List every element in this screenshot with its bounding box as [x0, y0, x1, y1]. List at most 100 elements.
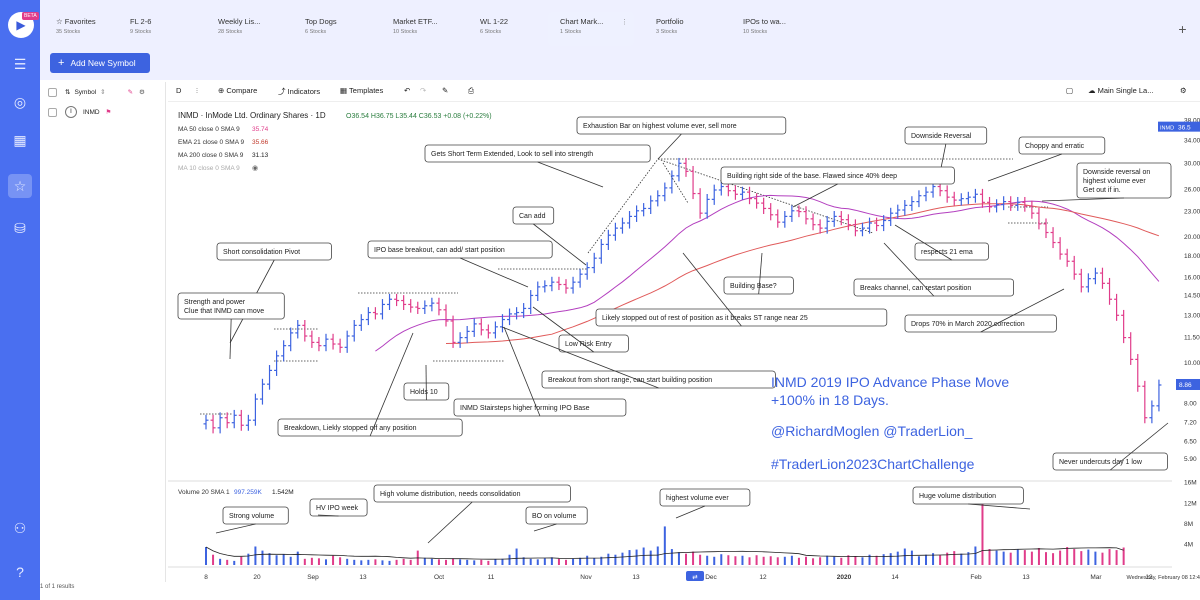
- watchlist-header: ⇅ Symbol ⇕ ✎ ⚙: [40, 82, 166, 102]
- user-icon[interactable]: ⚇: [13, 519, 27, 536]
- volume-bar: [247, 553, 250, 565]
- annotation-can-add: [512, 206, 555, 225]
- volume-bar: [480, 559, 483, 565]
- annotation-can-add-pointer: [533, 223, 587, 266]
- legend-ma-value: 35.74: [252, 126, 269, 133]
- volume-bar: [656, 546, 659, 565]
- grid-icon[interactable]: ▦: [13, 131, 27, 148]
- annotation-extended-text: Gets Short Term Extended, Look to sell i…: [431, 151, 593, 158]
- legend-ma-label: EMA 21 close 0 SMA 9: [178, 139, 245, 146]
- time-tick-label: 20: [253, 574, 261, 581]
- time-tick-label: Mar: [1090, 574, 1102, 581]
- save-icon[interactable]: ⎙: [468, 86, 474, 95]
- tab-item[interactable]: ☆ Favorites 35 Stocks: [44, 12, 114, 46]
- annotation-stairsteps-pointer: [503, 326, 541, 417]
- annotation-can-add-text: Can add: [519, 213, 546, 220]
- volume-bar: [685, 553, 687, 565]
- help-icon[interactable]: ?: [16, 564, 24, 580]
- sort-arrow-icon[interactable]: ⇕: [100, 89, 106, 96]
- volume-bar: [445, 559, 447, 565]
- volume-bar: [1066, 547, 1069, 565]
- overlay-handles: @RichardMoglen @TraderLion_: [771, 423, 973, 439]
- legend-ma-value: 31.13: [252, 152, 269, 159]
- annotation-breakdown-text: Breakdown, Liekly stopped off any positi…: [284, 425, 417, 432]
- add-symbol-label: Add New Symbol: [70, 58, 136, 68]
- layout-button[interactable]: ☁ Main Single La...: [1088, 86, 1153, 95]
- price-chart[interactable]: Exhaustion Bar on highest volume ever, s…: [168, 103, 1200, 583]
- volume-bar: [974, 546, 977, 565]
- watchlist-tabs: ☆ Favorites 35 Stocks FL 2-6 9 Stocks Weekly…: [40, 12, 1200, 48]
- tab-item[interactable]: IPOs to wa... 10 Stocks: [731, 12, 817, 46]
- redo-icon[interactable]: ↷: [420, 86, 427, 95]
- select-all-checkbox[interactable]: [48, 87, 57, 97]
- price-tick-label: 14.50: [1184, 292, 1200, 299]
- volume-bar: [501, 558, 504, 565]
- volume-bar: [543, 558, 546, 565]
- drawing-icon[interactable]: ✎: [442, 86, 449, 95]
- volume-bar: [586, 555, 589, 565]
- tab-label: Chart Mark...: [560, 17, 604, 26]
- tab-count: 9 Stocks: [130, 29, 152, 35]
- tab-item[interactable]: Weekly Lis... 28 Stocks: [206, 12, 292, 46]
- indicators-button[interactable]: ⤴ Indicators: [278, 86, 320, 97]
- volume-bar: [706, 555, 709, 565]
- annotation-get-out-text: highest volume ever: [1083, 178, 1146, 185]
- layout-square-icon[interactable]: ▢: [1066, 86, 1074, 95]
- tab-item[interactable]: FL 2-6 9 Stocks: [118, 12, 204, 46]
- volume-bar: [550, 557, 553, 565]
- target-icon[interactable]: ◎: [13, 93, 27, 110]
- undo-icon[interactable]: ↶: [404, 86, 411, 95]
- time-tick-label: Nov: [580, 574, 592, 581]
- row-checkbox[interactable]: [48, 107, 57, 117]
- volume-bar: [797, 557, 800, 565]
- tab-item[interactable]: Portfolio 3 Stocks: [644, 12, 730, 46]
- menu-icon[interactable]: ☰: [13, 55, 27, 72]
- volume-bar: [875, 555, 878, 565]
- flag-tool-icon[interactable]: ✎: [127, 89, 134, 96]
- volume-bar: [254, 546, 257, 565]
- compare-button[interactable]: ⊕ Compare: [218, 86, 257, 95]
- company-logo-icon: I: [65, 106, 77, 118]
- annotation-hv-distribution-text: High volume distribution, needs consolid…: [380, 491, 521, 498]
- volume-bar: [268, 553, 271, 565]
- volume-bar: [840, 557, 843, 565]
- volume-bar: [889, 553, 892, 565]
- volume-bar: [508, 554, 511, 565]
- add-symbol-button[interactable]: + Add New Symbol: [50, 53, 150, 73]
- education-icon[interactable]: ⛁: [14, 219, 26, 236]
- tab-item[interactable]: WL 1-22 6 Stocks: [468, 12, 554, 46]
- layout-label: Main Single La...: [1097, 86, 1154, 95]
- templates-button[interactable]: ▦ Templates: [340, 86, 383, 95]
- list-item[interactable]: I INMD ⚑: [40, 102, 166, 122]
- volume-bar: [1059, 550, 1062, 565]
- hidden-indicator-icon: ◉: [252, 165, 258, 172]
- volume-bar: [861, 557, 864, 565]
- annotation-strength-text: Strength and power: [184, 299, 246, 306]
- overlay-subtitle: +100% in 18 Days.: [771, 392, 889, 408]
- bar-style-icon[interactable]: ⫶: [196, 86, 198, 95]
- tab-item[interactable]: Top Dogs 6 Stocks: [293, 12, 379, 46]
- tab-item[interactable]: Chart Mark... 1 Stocks ⋮: [548, 12, 634, 46]
- volume-bar: [1030, 551, 1033, 565]
- settings-icon[interactable]: ⚙: [139, 89, 145, 96]
- star-nav-icon[interactable]: ☆: [8, 174, 32, 198]
- volume-bar: [607, 553, 610, 565]
- add-tab-button[interactable]: +: [1178, 21, 1187, 37]
- volume-bar: [219, 558, 222, 565]
- time-tick-label: 11: [488, 574, 495, 581]
- volume-bar: [303, 558, 306, 565]
- pattern-line: [662, 162, 689, 204]
- symbol-column-label[interactable]: Symbol: [74, 88, 97, 96]
- tab-menu-icon[interactable]: ⋮: [621, 19, 628, 26]
- time-tick-label: Feb: [970, 574, 982, 581]
- chart-svg[interactable]: Exhaustion Bar on highest volume ever, s…: [168, 103, 1200, 583]
- chart-settings-icon[interactable]: ⚙: [1180, 86, 1187, 95]
- volume-bar: [1052, 553, 1055, 565]
- price-tick-label: 30.00: [1184, 160, 1200, 167]
- time-tick-label: 13: [1022, 574, 1030, 581]
- tab-count: 28 Stocks: [218, 29, 243, 35]
- annotation-breakout-short-pointer: [501, 326, 659, 389]
- tab-item[interactable]: Market ETF... 10 Stocks: [381, 12, 467, 46]
- annotation-stopped-out-text: Likely stopped out of rest of position a…: [602, 315, 808, 322]
- interval-button[interactable]: D: [176, 86, 182, 95]
